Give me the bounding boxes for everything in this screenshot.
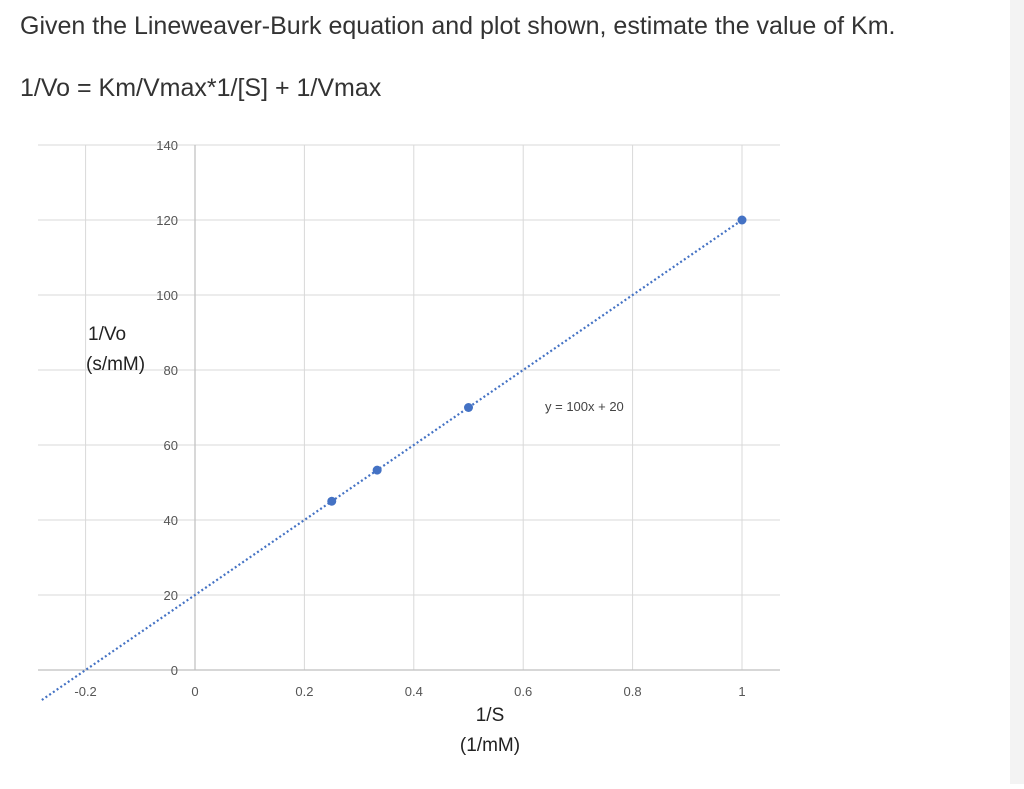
y-tick-label: 40 [164, 513, 178, 528]
data-point [737, 215, 747, 225]
vertical-gridlines [85, 145, 743, 670]
x-tick-label: 0.6 [514, 684, 532, 699]
y-tick-label: 80 [164, 363, 178, 378]
x-tick-label: 0.8 [624, 684, 642, 699]
x-axis-label-line2: (1/mM) [460, 735, 520, 756]
data-point [327, 496, 337, 506]
trendline-group [41, 219, 743, 701]
trendline [41, 219, 743, 701]
y-tick-labels: 0 20 40 60 80 100 120 140 [156, 138, 178, 678]
axes [38, 145, 780, 671]
x-axis-label-line1: 1/S [476, 705, 505, 726]
x-tick-label: 0 [191, 684, 198, 699]
data-point [372, 465, 382, 475]
data-points [327, 215, 747, 506]
x-tick-label: 0.2 [295, 684, 313, 699]
data-point [464, 403, 473, 412]
x-tick-label: 1 [738, 684, 745, 699]
y-axis-label-line1: 1/Vo [88, 324, 126, 345]
horizontal-gridlines [38, 144, 780, 596]
y-tick-label: 140 [156, 138, 178, 153]
y-tick-label: 120 [156, 213, 178, 228]
y-axis-label-line2: (s/mM) [86, 354, 145, 375]
x-tick-labels: -0.2 0 0.2 0.4 0.6 0.8 1 [74, 684, 745, 699]
x-tick-label: -0.2 [74, 684, 96, 699]
page-scrollbar[interactable] [1010, 0, 1024, 784]
y-tick-label: 60 [164, 438, 178, 453]
y-tick-label: 20 [164, 588, 178, 603]
trendline-equation-label: y = 100x + 20 [545, 399, 624, 414]
x-tick-label: 0.4 [405, 684, 423, 699]
question-text: Given the Lineweaver-Burk equation and p… [20, 12, 896, 40]
y-tick-label: 0 [171, 663, 178, 678]
y-tick-label: 100 [156, 288, 178, 303]
equation-text: 1/Vo = Km/Vmax*1/[S] + 1/Vmax [20, 74, 382, 102]
